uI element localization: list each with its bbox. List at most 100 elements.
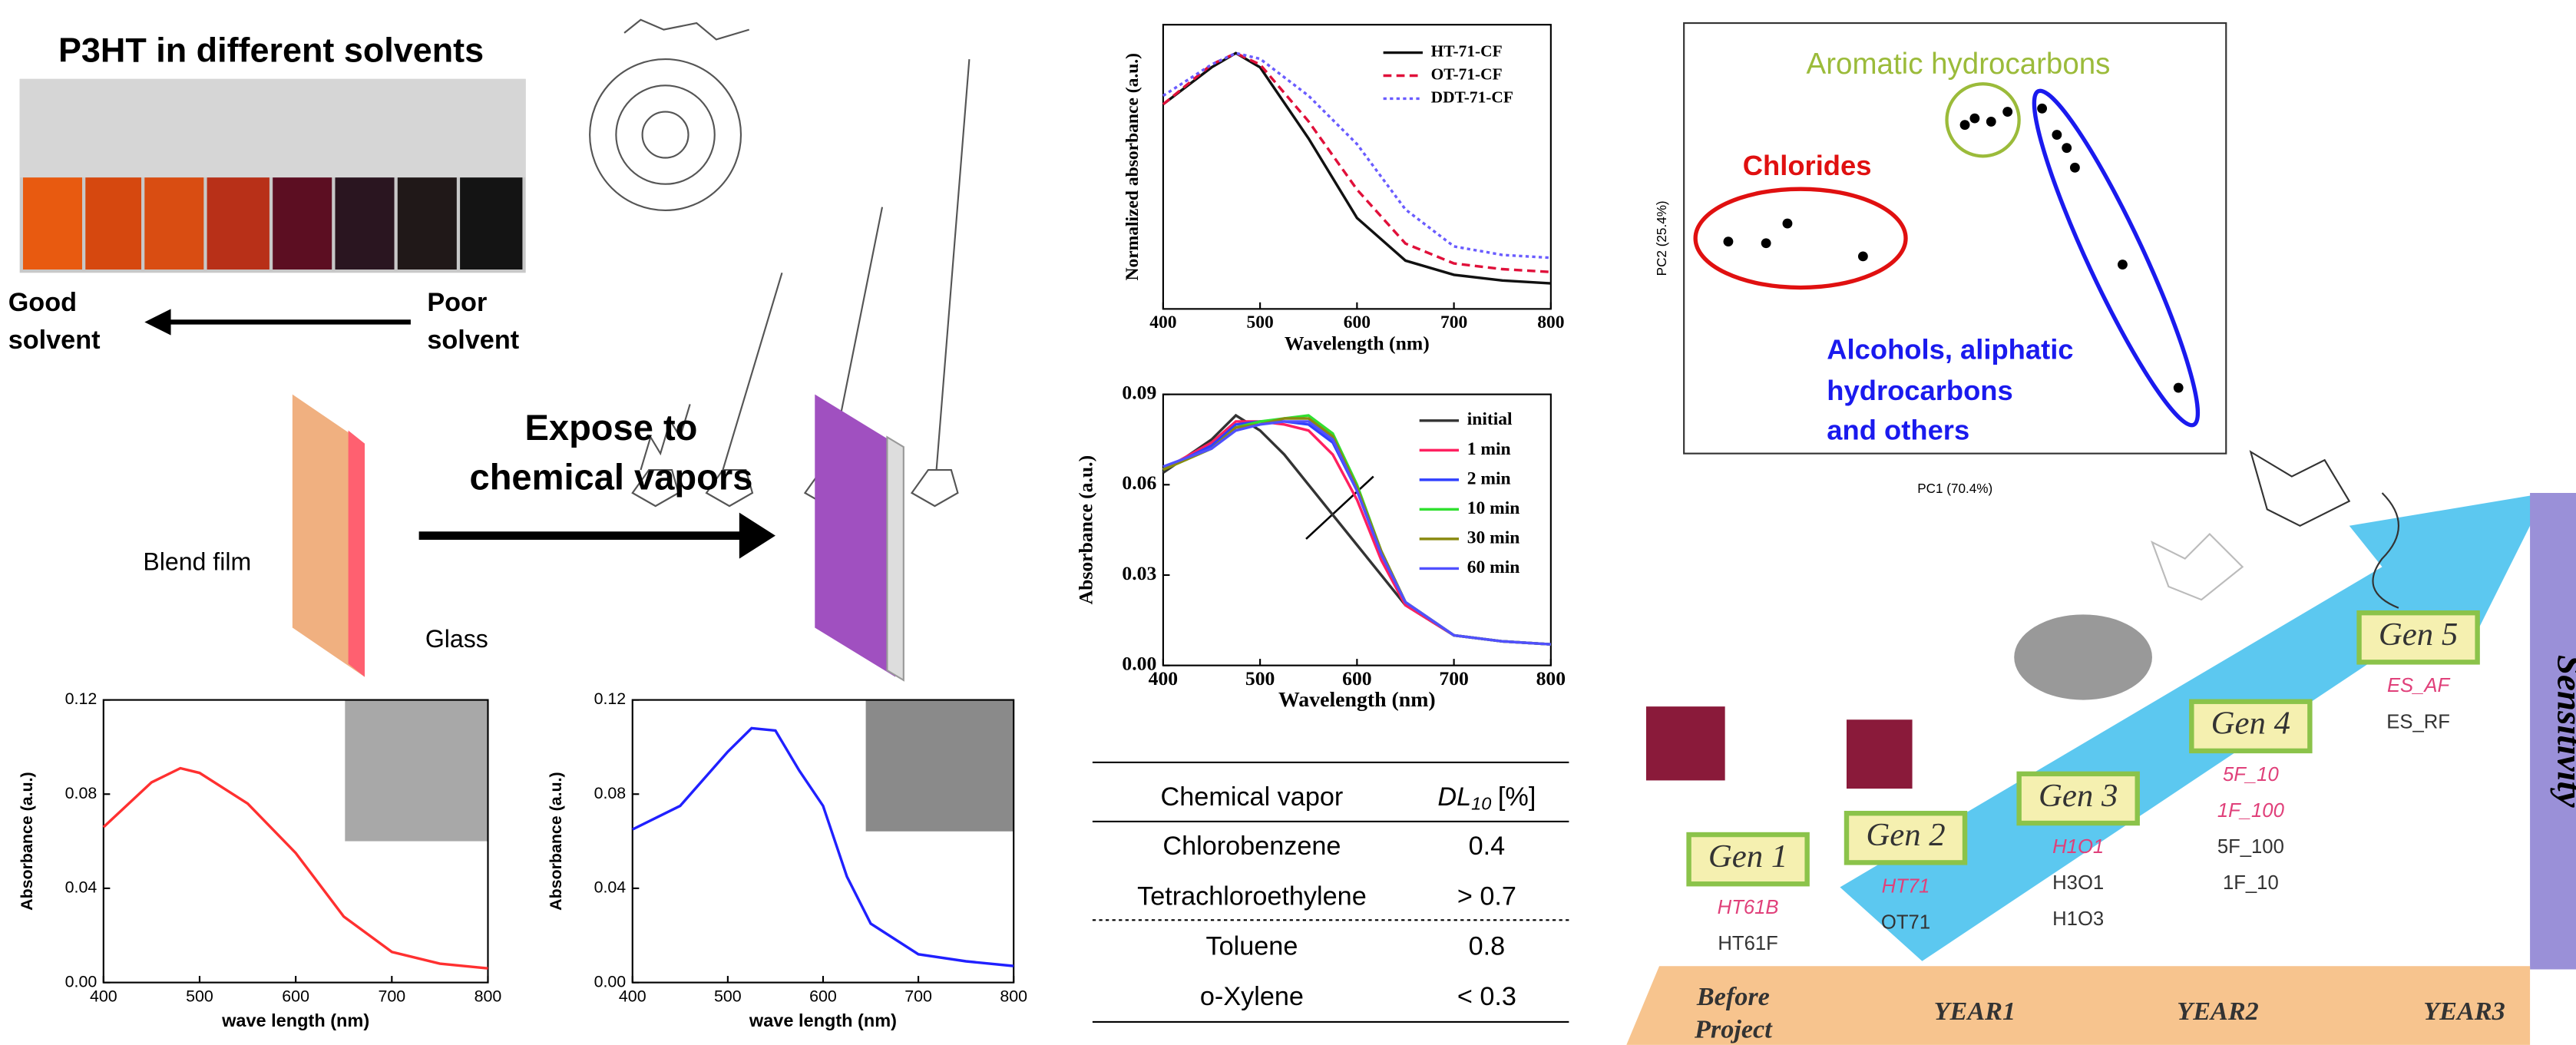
table-cell: o-Xylene	[1200, 982, 1304, 1011]
table-cell: > 0.7	[1457, 881, 1516, 911]
y-tick-label: 0.03	[1122, 562, 1156, 584]
y-axis-label: Absorbance (a.u.)	[547, 772, 565, 911]
symbol: DL	[1437, 782, 1471, 812]
pca-markings	[1693, 82, 2201, 428]
table-cell: Tetrachloroethylene	[1137, 881, 1367, 911]
x-tick-label: 700	[1440, 313, 1467, 332]
generation-box	[1844, 811, 1968, 865]
material: OT71	[1881, 911, 1930, 933]
label: solvent	[427, 326, 519, 355]
label: Poor	[427, 288, 487, 317]
material: 1F_10	[2223, 872, 2279, 894]
x-tick-label: 600	[809, 987, 837, 1006]
chart: 400 500 600 700 800 0.00 0.04 0.08 0.12 wave leng…	[547, 690, 1027, 1030]
generation-box	[2189, 699, 2313, 754]
x-axis-label: wave length (nm)	[221, 1010, 369, 1030]
y-tick-label: 0.12	[594, 690, 627, 708]
data-line	[1162, 420, 1551, 646]
subscript: 10	[1471, 794, 1491, 814]
x-tick-label: 400	[619, 987, 646, 1006]
legend-label: DDT-71-CF	[1431, 88, 1513, 106]
film-edge	[348, 430, 365, 677]
material-images	[1645, 450, 2399, 789]
x-tick-label: 600	[282, 987, 309, 1006]
inset-image	[345, 699, 488, 842]
material: 5F_10	[2223, 764, 2279, 785]
table-header: DL10 [%]	[1437, 782, 1536, 814]
material: ES_RF	[2386, 711, 2450, 732]
material: 1F_100	[2217, 800, 2285, 822]
label: Expose to	[525, 407, 698, 448]
data-line	[1162, 51, 1551, 273]
timeline-label: YEAR3	[2423, 997, 2505, 1026]
chart: 400 500 600 700 800 0.00 0.03 0.06 0.09 Wavelengt…	[1074, 381, 1566, 712]
table-cell: < 0.3	[1457, 982, 1516, 1011]
y-tick-label: 0.12	[65, 690, 98, 708]
glass	[886, 435, 904, 682]
generation-label: Gen 3	[2039, 778, 2118, 814]
timeline-label: YEAR2	[2177, 997, 2258, 1026]
y-tick-label: 0.04	[65, 878, 98, 897]
group-label: Chlorides	[1743, 150, 1872, 181]
generation-box	[2356, 610, 2480, 665]
label: solvent	[8, 326, 101, 355]
y-tick-label: 0.06	[1122, 471, 1156, 494]
data-line	[632, 726, 1014, 967]
y-tick-label: 0.00	[594, 972, 627, 990]
data-line	[102, 766, 488, 970]
legend-label: OT-71-CF	[1431, 64, 1503, 83]
generation-box	[1686, 832, 1810, 887]
trend-arrow	[1305, 475, 1374, 540]
x-tick-label: 400	[1149, 667, 1178, 690]
group-label: Aromatic hydrocarbons	[1807, 48, 2111, 81]
table	[1092, 761, 1569, 1024]
x-tick-label: 700	[904, 987, 932, 1006]
arrow-head	[739, 512, 775, 559]
legend-label: 1 min	[1467, 439, 1511, 459]
generation-box	[2016, 771, 2140, 826]
x-axis-label: Wavelength (nm)	[1285, 332, 1430, 354]
x-tick-label: 500	[714, 987, 742, 1006]
chart: 400 500 600 700 800 0.00 0.04 0.08 0.12 wave leng…	[18, 690, 501, 1030]
table-cell: Chlorobenzene	[1162, 832, 1341, 861]
group-label: Alcohols, aliphatic	[1827, 334, 2073, 365]
timeline-label: YEAR1	[1934, 997, 2015, 1026]
group-label: and others	[1827, 414, 1969, 445]
x-axis-label: Wavelength (nm)	[1278, 688, 1436, 712]
generation-label: Gen 1	[1708, 838, 1787, 875]
x-tick-label: 700	[1439, 667, 1468, 690]
material: ES_AF	[2387, 675, 2451, 696]
arrow-head	[144, 309, 171, 336]
y-tick-label: 0.00	[65, 972, 98, 990]
table-cell: Toluene	[1205, 932, 1298, 961]
axis-label: Sensitivity	[2549, 655, 2576, 809]
legend-label: HT-71-CF	[1431, 41, 1503, 60]
inset-image	[865, 699, 1014, 832]
chart: 400 500 600 700 800 Wavelength (nm) Normalized…	[1123, 24, 1564, 354]
timeline-label: Before	[1696, 982, 1770, 1011]
x-tick-label: 700	[378, 987, 405, 1006]
y-axis-label: Absorbance (a.u.)	[18, 772, 36, 911]
timeline-band	[1626, 966, 2531, 1045]
material: H1O3	[2052, 908, 2104, 930]
generation-label: Gen 5	[2379, 617, 2458, 653]
x-tick-label: 600	[1342, 667, 1371, 690]
legend-label: 30 min	[1467, 527, 1520, 547]
exposed-film	[815, 394, 896, 677]
y-tick-label: 0.00	[1122, 653, 1156, 675]
material: HT61F	[1718, 933, 1777, 954]
generation-label: Gen 2	[1866, 817, 1945, 853]
x-tick-label: 800	[1536, 667, 1566, 690]
label: Good	[8, 288, 77, 317]
axis-label: PC1 (70.4%)	[1917, 481, 1992, 496]
y-axis-label: Absorbance (a.u.)	[1074, 455, 1096, 605]
table-cell: 0.8	[1469, 932, 1506, 961]
data-line	[1162, 51, 1551, 260]
x-tick-label: 400	[1149, 313, 1176, 332]
axis-label: PC2 (25.4%)	[1655, 200, 1669, 276]
material: HT71	[1882, 875, 1930, 897]
vials	[19, 78, 526, 273]
x-tick-label: 500	[1245, 667, 1275, 690]
